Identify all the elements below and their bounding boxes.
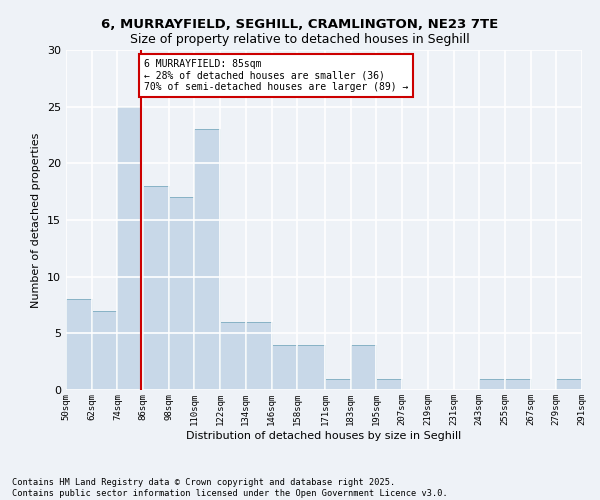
X-axis label: Distribution of detached houses by size in Seghill: Distribution of detached houses by size … <box>187 430 461 440</box>
Text: Size of property relative to detached houses in Seghill: Size of property relative to detached ho… <box>130 32 470 46</box>
Text: 6 MURRAYFIELD: 85sqm
← 28% of detached houses are smaller (36)
70% of semi-detac: 6 MURRAYFIELD: 85sqm ← 28% of detached h… <box>144 59 409 92</box>
Bar <box>376 378 402 390</box>
Bar <box>556 378 582 390</box>
Bar <box>272 344 297 390</box>
Bar <box>325 378 351 390</box>
Bar <box>479 378 505 390</box>
Bar <box>505 378 530 390</box>
Bar <box>220 322 246 390</box>
Bar <box>143 186 169 390</box>
Y-axis label: Number of detached properties: Number of detached properties <box>31 132 41 308</box>
Text: 6, MURRAYFIELD, SEGHILL, CRAMLINGTON, NE23 7TE: 6, MURRAYFIELD, SEGHILL, CRAMLINGTON, NE… <box>101 18 499 30</box>
Bar <box>169 198 194 390</box>
Bar <box>351 344 376 390</box>
Bar <box>194 130 220 390</box>
Bar <box>297 344 325 390</box>
Bar <box>246 322 272 390</box>
Bar <box>66 300 92 390</box>
Bar <box>118 106 143 390</box>
Text: Contains HM Land Registry data © Crown copyright and database right 2025.
Contai: Contains HM Land Registry data © Crown c… <box>12 478 448 498</box>
Bar <box>92 310 118 390</box>
